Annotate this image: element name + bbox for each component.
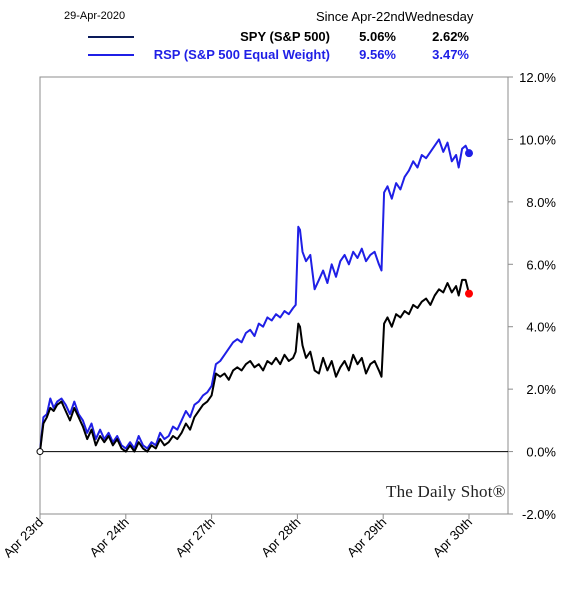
series-group: [36, 138, 473, 456]
start-marker: [36, 448, 44, 456]
y-tick-label: 6.0%: [526, 257, 556, 272]
x-tick-label: Apr 28th: [258, 515, 303, 560]
series-line-rsp: [39, 138, 470, 452]
legend-swatch-spy: [88, 36, 134, 38]
y-tick-label: -2.0%: [522, 507, 556, 522]
legend-name-rsp: RSP (S&P 500 Equal Weight): [153, 47, 330, 62]
legend: 29-Apr-2020 Since Apr-22nd Wednesday SPY…: [0, 0, 564, 70]
series-line-spy: [39, 278, 470, 453]
x-axis: Apr 23rd Apr 24th Apr 27th Apr 28th Apr 29th…: [0, 514, 475, 560]
legend-since-rsp: 9.56%: [359, 47, 396, 62]
y-tick-label: 10.0%: [519, 132, 556, 147]
legend-header-since: Since Apr-22nd: [316, 9, 405, 24]
y-tick-label: 8.0%: [526, 195, 556, 210]
legend-header-wednesday: Wednesday: [405, 9, 474, 24]
end-marker-spy: [465, 289, 473, 298]
y-tick-label: 12.0%: [519, 70, 556, 85]
legend-since-spy: 5.06%: [359, 29, 396, 44]
watermark: The Daily Shot®: [386, 482, 506, 501]
end-marker-rsp: [465, 149, 473, 158]
y-axis: 12.0% 10.0% 8.0% 6.0% 4.0% 2.0% 0.0% -2.0%: [508, 70, 556, 522]
legend-date: 29-Apr-2020: [64, 10, 126, 22]
y-tick-label: 2.0%: [526, 382, 556, 397]
x-tick-label: Apr 29th: [344, 515, 389, 560]
x-tick-label: Apr 27th: [172, 515, 217, 560]
legend-swatch-rsp: [88, 54, 134, 56]
legend-wed-rsp: 3.47%: [432, 47, 469, 62]
y-tick-label: 4.0%: [526, 320, 556, 335]
x-tick-label: Apr 23rd: [0, 515, 46, 561]
legend-name-spy: SPY (S&P 500): [240, 29, 330, 44]
x-tick-label: Apr 30th: [430, 515, 475, 560]
legend-wed-spy: 2.62%: [432, 29, 469, 44]
x-tick-label: Apr 24th: [87, 515, 132, 560]
y-tick-label: 0.0%: [526, 445, 556, 460]
